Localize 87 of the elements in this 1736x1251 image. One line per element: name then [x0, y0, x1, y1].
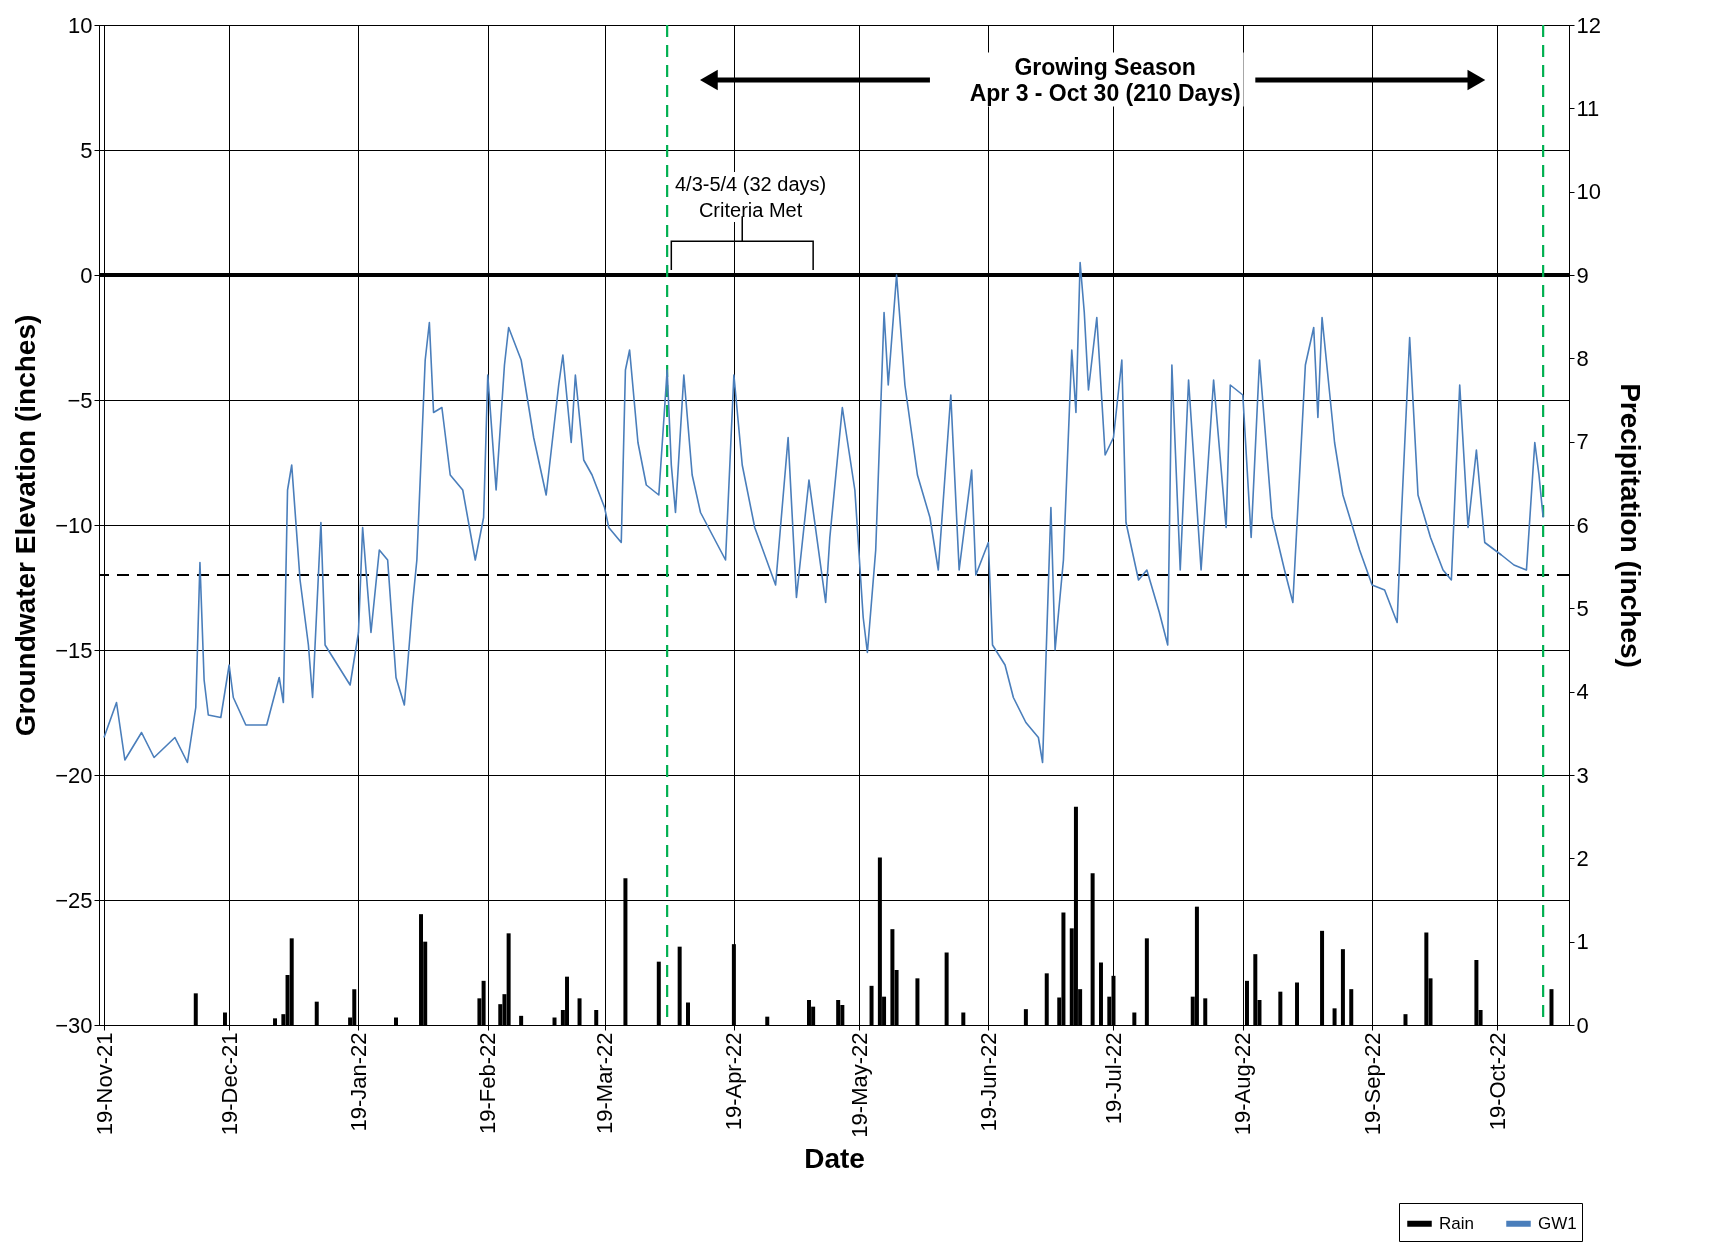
bar — [1424, 932, 1429, 1025]
bar — [1098, 962, 1103, 1025]
y-tick-label: −5 — [67, 387, 93, 413]
x-tick-label: 19-Sep-22 — [1359, 1032, 1385, 1136]
y-tick-label: 5 — [80, 137, 93, 163]
bar — [481, 980, 486, 1025]
y-tick-label: −25 — [55, 887, 93, 913]
x-axis-title: Date — [804, 1142, 865, 1174]
bar — [552, 1017, 557, 1025]
x-tick-label: 19-Mar-22 — [592, 1032, 618, 1134]
y2-tick-label: 3 — [1576, 762, 1589, 788]
y-tick-label: −10 — [55, 512, 93, 538]
bar — [1023, 1009, 1028, 1025]
bar — [677, 946, 682, 1025]
y-axis-title: Groundwater Elevation (inches) — [10, 314, 42, 737]
bar — [869, 985, 874, 1025]
y-tick-label: 0 — [80, 262, 93, 288]
y-tick-label: −30 — [55, 1012, 93, 1038]
x-tick-label: 19-Apr-22 — [721, 1032, 747, 1131]
y2-tick-label: 0 — [1576, 1012, 1589, 1038]
bar — [1320, 930, 1325, 1025]
y2-tick-label: 5 — [1576, 595, 1589, 621]
y2-tick-label: 8 — [1576, 345, 1589, 371]
bar — [1061, 912, 1066, 1025]
bar — [289, 938, 294, 1025]
bar — [577, 998, 582, 1025]
bar — [1474, 960, 1479, 1025]
x-tick-label: 19-Jun-22 — [975, 1032, 1001, 1132]
bar — [519, 1015, 524, 1025]
legend-label: GW1 — [1538, 1213, 1577, 1233]
bar — [1132, 1012, 1137, 1025]
y-tick-label: 10 — [68, 12, 93, 38]
line-series — [103, 261, 1544, 764]
x-tick-label: 19-Dec-21 — [216, 1032, 242, 1136]
bar — [419, 914, 424, 1025]
x-tick-label: 19-Aug-22 — [1230, 1032, 1256, 1136]
bar — [1295, 982, 1300, 1025]
bar — [656, 961, 661, 1025]
y-tick-label: −20 — [55, 762, 93, 788]
bar — [890, 929, 895, 1025]
bar — [686, 1002, 690, 1025]
bar — [1194, 906, 1199, 1025]
x-tick-label: 19-Jan-22 — [345, 1032, 371, 1132]
y2-tick-label: 11 — [1576, 95, 1600, 121]
x-tick-label: 19-Nov-21 — [91, 1032, 117, 1136]
y2-tick-label: 4 — [1576, 679, 1589, 705]
annotation: Growing Season Apr 3 - Oct 30 (210 Days) — [969, 53, 1241, 106]
y-tick-label: −15 — [55, 637, 93, 663]
bar — [273, 1018, 278, 1025]
bar — [1340, 949, 1345, 1025]
bar — [765, 1016, 770, 1025]
y2-tick-label: 7 — [1576, 429, 1589, 455]
bar — [1332, 1008, 1337, 1025]
legend-label: Rain — [1439, 1213, 1474, 1233]
bar — [352, 989, 357, 1025]
bar — [1349, 989, 1354, 1025]
bar — [1278, 991, 1283, 1025]
bar — [1144, 938, 1149, 1025]
y2-tick-label: 1 — [1576, 929, 1589, 955]
bar — [961, 1012, 966, 1025]
y2-tick-label: 6 — [1576, 512, 1589, 538]
bar — [944, 952, 949, 1025]
bar — [1403, 1014, 1408, 1025]
bar — [1044, 973, 1049, 1025]
y2-tick-label: 10 — [1576, 179, 1601, 205]
x-tick-label: 19-Jul-22 — [1100, 1032, 1126, 1125]
bar — [836, 1000, 841, 1025]
x-tick-label: 19-May-22 — [846, 1032, 872, 1138]
bar — [594, 1010, 599, 1025]
y2-tick-label: 9 — [1576, 262, 1589, 288]
bar — [565, 976, 570, 1025]
annotation: 4/3-5/4 (32 days) Criteria Met — [674, 173, 827, 221]
y2-axis-title: Precipitation (inches) — [1614, 383, 1646, 668]
bar — [506, 933, 511, 1025]
x-tick-label: 19-Feb-22 — [475, 1032, 501, 1135]
y2-tick-label: 12 — [1576, 12, 1601, 38]
bar — [806, 1000, 811, 1025]
y2-tick-label: 2 — [1576, 845, 1589, 871]
x-tick-label: 19-Oct-22 — [1484, 1032, 1510, 1131]
bar — [314, 1001, 319, 1025]
bar — [222, 1012, 227, 1025]
bar — [193, 993, 198, 1025]
bar — [1549, 989, 1554, 1025]
bar — [394, 1017, 398, 1025]
bar — [1203, 998, 1208, 1025]
bar — [915, 978, 920, 1025]
bar — [1253, 954, 1258, 1025]
